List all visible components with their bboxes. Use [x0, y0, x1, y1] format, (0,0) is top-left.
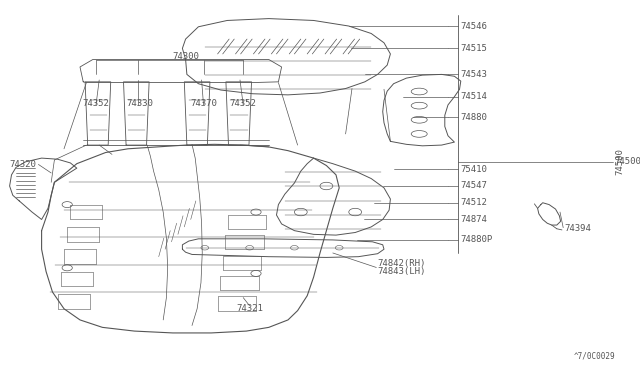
Text: 74500: 74500	[616, 148, 625, 175]
Text: 74394: 74394	[564, 224, 591, 233]
Text: 74880: 74880	[461, 113, 488, 122]
Text: 74514: 74514	[461, 92, 488, 101]
Text: 74874: 74874	[461, 215, 488, 224]
Text: 74880P: 74880P	[461, 235, 493, 244]
Text: 74515: 74515	[461, 44, 488, 53]
Text: 74500: 74500	[614, 157, 640, 166]
Text: 74330: 74330	[126, 99, 153, 108]
Text: 74300: 74300	[172, 52, 199, 61]
Text: ^7/0C0029: ^7/0C0029	[574, 352, 616, 361]
Text: 74543: 74543	[461, 70, 488, 79]
Text: 75410: 75410	[461, 165, 488, 174]
Text: 74370: 74370	[190, 99, 217, 108]
Text: 74547: 74547	[461, 182, 488, 190]
Text: 74320: 74320	[9, 160, 36, 169]
Text: 74352: 74352	[83, 99, 109, 108]
Text: 74321: 74321	[236, 304, 263, 313]
Text: 74842(RH): 74842(RH)	[378, 259, 426, 268]
Text: 74512: 74512	[461, 198, 488, 207]
Text: 74352: 74352	[230, 99, 257, 108]
Text: 74843(LH): 74843(LH)	[378, 267, 426, 276]
Text: 74546: 74546	[461, 22, 488, 31]
